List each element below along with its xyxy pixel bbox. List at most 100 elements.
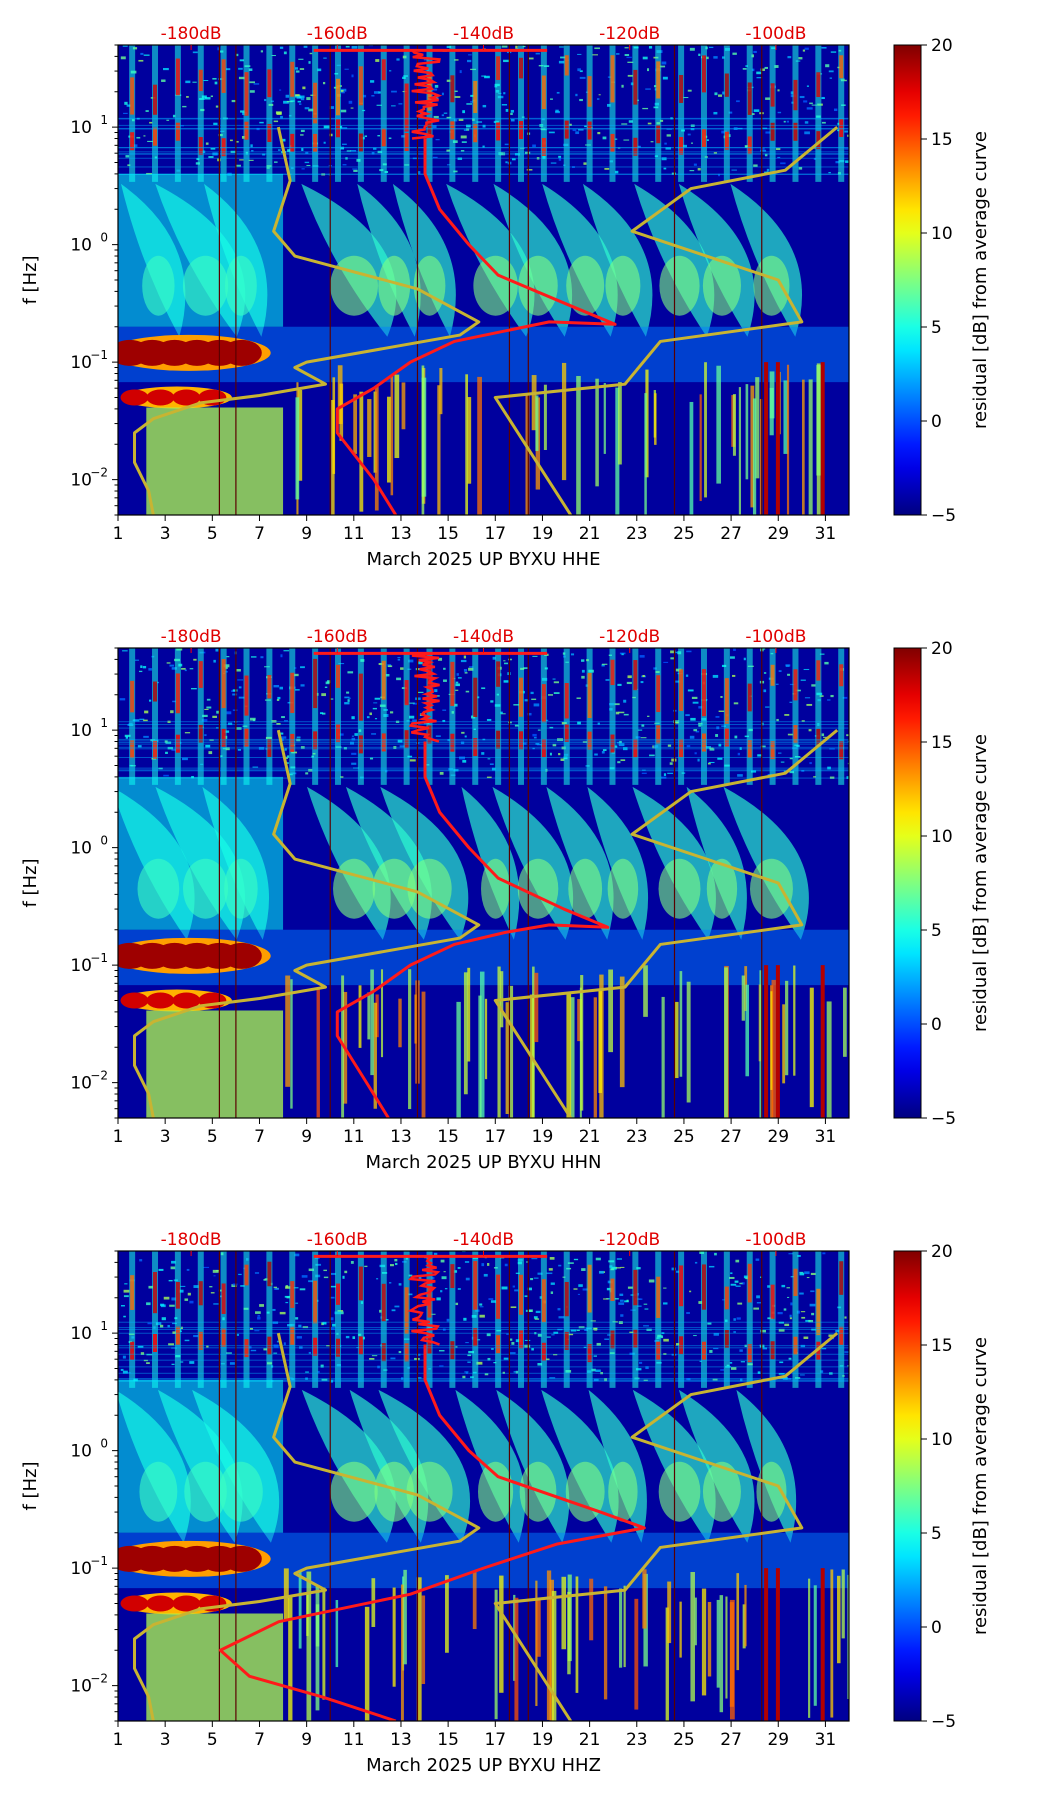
noise-speckle <box>297 100 302 103</box>
noise-speckle <box>617 761 621 764</box>
transient-streak <box>387 396 392 483</box>
noise-speckle <box>467 1354 472 1357</box>
noise-speckle <box>567 1333 574 1336</box>
colorbar-label: residual [dB] from average curve <box>970 131 991 429</box>
noise-speckle <box>642 674 645 678</box>
noise-speckle <box>373 91 380 94</box>
noise-speckle <box>760 147 765 150</box>
y-tick-label: 10 <box>70 1074 92 1094</box>
noise-speckle <box>139 718 145 721</box>
noise-line <box>118 767 849 769</box>
noise-speckle <box>338 663 345 665</box>
noise-speckle <box>789 757 793 760</box>
noise-speckle <box>341 91 345 94</box>
noise-speckle <box>354 733 358 736</box>
daily-stripe <box>517 45 524 182</box>
x-axis-label: March 2025 UP BYXU HHZ <box>366 1755 601 1776</box>
transient-streak <box>373 1002 377 1109</box>
noise-speckle <box>492 656 496 660</box>
earthquake-line <box>775 362 780 515</box>
noise-speckle <box>272 1321 279 1324</box>
daily-stripe-hot <box>839 118 844 137</box>
noise-speckle <box>689 170 695 172</box>
noise-speckle <box>481 1263 485 1267</box>
noise-speckle <box>718 710 725 712</box>
noise-speckle <box>276 723 281 725</box>
noise-speckle <box>789 1317 792 1320</box>
noise-speckle <box>443 112 448 114</box>
daily-stripe <box>426 1251 433 1388</box>
noise-speckle <box>371 1355 378 1357</box>
daily-stripe-hot <box>564 1331 569 1350</box>
daily-stripe-hot <box>358 673 363 721</box>
daily-stripe-hot <box>404 680 409 706</box>
noise-speckle <box>811 1328 816 1331</box>
noise-speckle <box>558 155 562 158</box>
transient-streak <box>661 996 665 1118</box>
daily-stripe-hot <box>633 660 638 691</box>
noise-speckle <box>168 1279 173 1282</box>
noise-speckle <box>210 1292 215 1294</box>
daily-stripe-hot <box>839 55 844 79</box>
noise-speckle <box>502 1371 505 1374</box>
noise-speckle <box>248 159 254 161</box>
noise-speckle <box>637 1305 642 1307</box>
noise-speckle <box>777 111 782 114</box>
noise-speckle <box>730 1283 737 1286</box>
x-tick-label: 29 <box>767 1730 789 1750</box>
noise-speckle <box>804 47 809 50</box>
x-tick-label: 31 <box>815 1127 837 1147</box>
noise-speckle <box>660 776 667 779</box>
noise-speckle <box>535 742 540 745</box>
noise-speckle <box>788 1357 792 1360</box>
yellow-envelope-curve <box>133 1332 481 1721</box>
noise-speckle <box>532 655 538 657</box>
transient-streak <box>403 1569 407 1665</box>
noise-speckle <box>787 1296 790 1298</box>
y-tick-exponent: −2 <box>90 1672 108 1686</box>
noise-speckle <box>284 756 288 759</box>
transient-streak <box>285 975 291 1087</box>
noise-speckle <box>844 130 849 133</box>
noise-speckle <box>593 1355 597 1357</box>
daily-stripe-hot <box>130 77 135 115</box>
noise-speckle <box>276 112 282 115</box>
db-tick-label: -160dB <box>307 1230 368 1250</box>
transient-streak <box>508 985 514 1118</box>
transient-streak <box>699 394 702 502</box>
noise-speckle <box>804 131 810 135</box>
transient-streak <box>745 984 750 1077</box>
microseism-core <box>566 255 605 316</box>
daily-stripe-hot <box>518 731 523 750</box>
noise-speckle <box>351 752 357 755</box>
noise-speckle <box>463 655 467 659</box>
noise-speckle <box>663 1353 667 1355</box>
noise-speckle <box>722 91 725 95</box>
transient-streak <box>499 1575 504 1693</box>
daily-stripe <box>449 1251 456 1388</box>
noise-speckle <box>330 698 334 700</box>
noise-speckle <box>534 1318 540 1320</box>
noise-speckle <box>143 719 148 722</box>
earthquake-line <box>764 965 769 1118</box>
noise-speckle <box>786 1287 790 1289</box>
noise-speckle <box>537 729 541 731</box>
noise-speckle <box>799 1292 804 1295</box>
colorbar-tick-label: 5 <box>931 921 942 941</box>
noise-speckle <box>530 691 534 695</box>
noise-speckle <box>340 146 345 150</box>
noise-line <box>118 1345 849 1347</box>
noise-speckle <box>467 1361 471 1363</box>
noise-speckle <box>694 1261 698 1264</box>
daily-stripe-hot <box>633 137 638 156</box>
daily-stripe-hot <box>656 1276 661 1319</box>
x-tick-label: 31 <box>815 524 837 544</box>
noise-speckle <box>203 1266 210 1268</box>
transient-streak <box>472 1570 477 1630</box>
noise-speckle <box>454 90 458 93</box>
noise-speckle <box>296 96 302 99</box>
noise-speckle <box>487 1357 491 1361</box>
noise-speckle <box>765 131 771 134</box>
